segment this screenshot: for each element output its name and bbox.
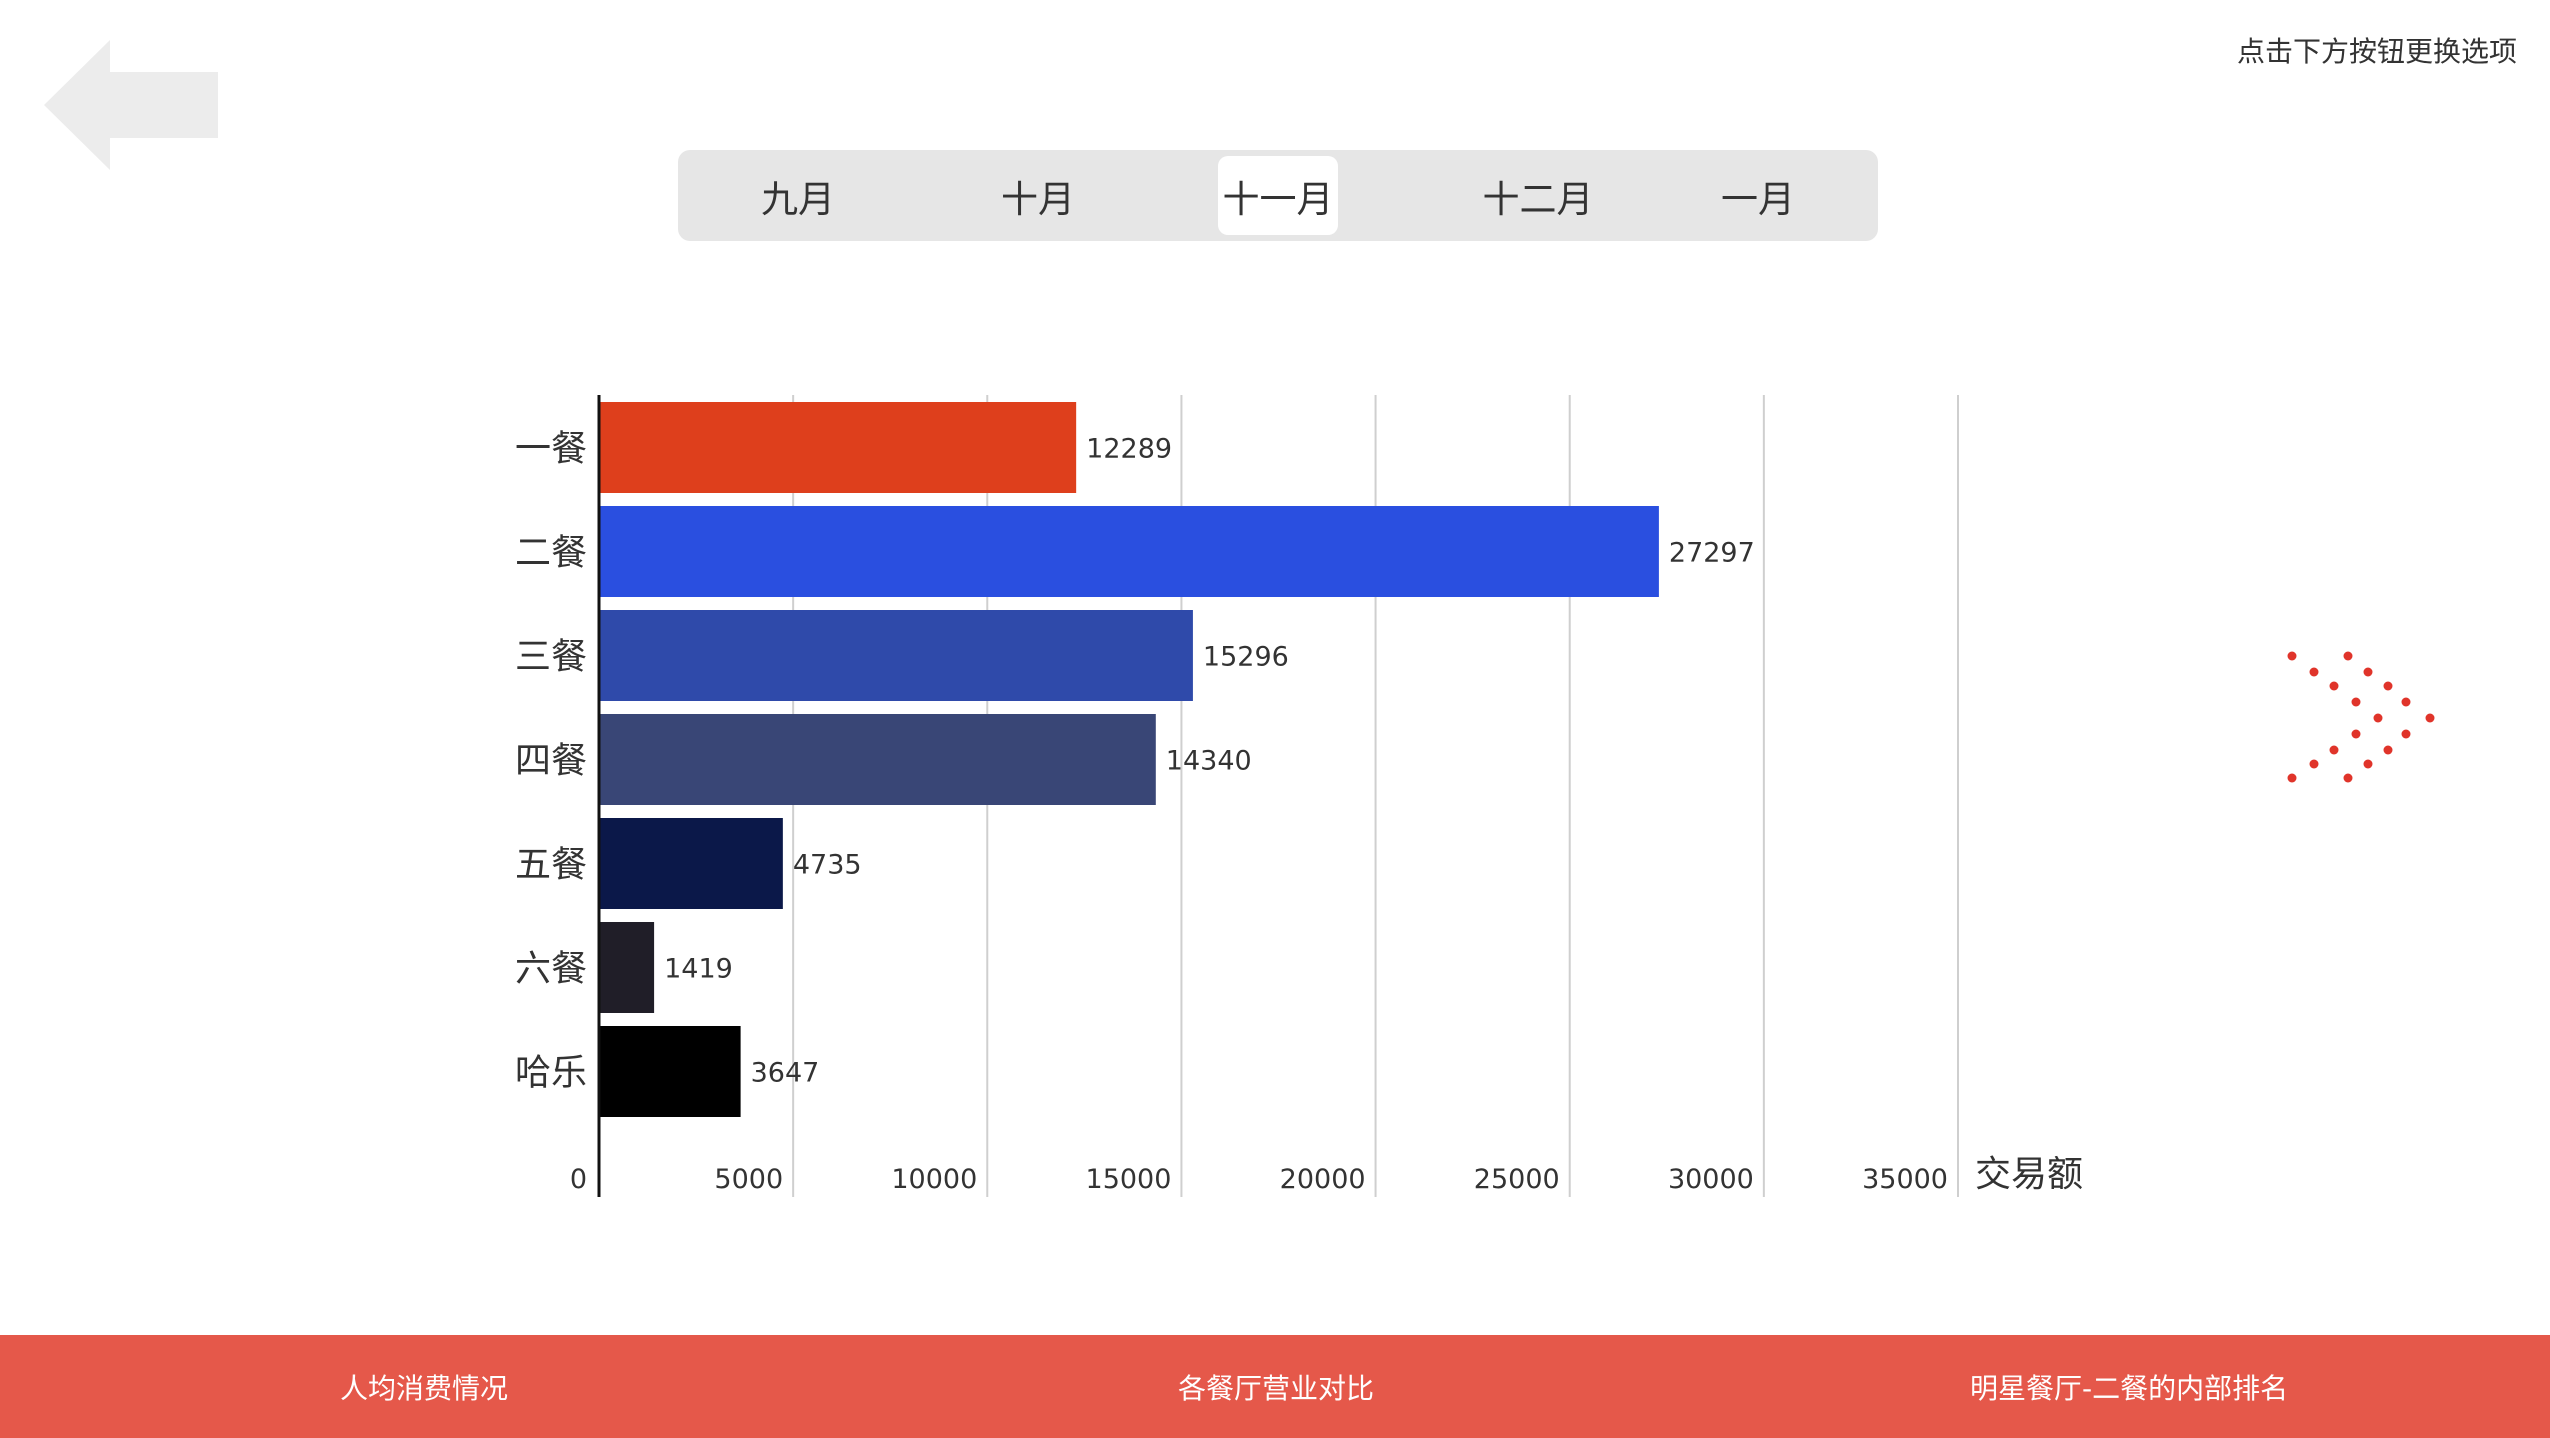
nav-per-capita-consumption[interactable]: 人均消费情况	[340, 1371, 509, 1405]
bar	[599, 714, 1156, 805]
x-tick-label: 5000	[714, 1164, 783, 1195]
x-tick-label: 0	[570, 1164, 587, 1195]
tab-november[interactable]: 十一月	[1218, 156, 1338, 235]
data-label: 4735	[793, 850, 862, 881]
category-label: 四餐	[515, 741, 587, 782]
tab-september[interactable]: 九月	[761, 177, 835, 221]
x-tick-label: 10000	[891, 1164, 977, 1195]
x-tick-label: 35000	[1862, 1164, 1948, 1195]
bar	[599, 818, 783, 909]
footer-nav: 人均消费情况 各餐厅营业对比 明星餐厅-二餐的内部排名	[0, 1335, 2550, 1438]
tab-january[interactable]: 一月	[1721, 177, 1795, 221]
hint-text: 点击下方按钮更换选项	[2236, 35, 2517, 68]
bar-chart: 0 5000 10000 15000 20000 25000 30000 35000 一餐 122…	[515, 395, 2083, 1197]
x-tick-label: 20000	[1280, 1164, 1366, 1195]
data-label: 14340	[1166, 746, 1252, 777]
x-axis-title: 交易额	[1975, 1154, 2083, 1195]
data-label: 3647	[751, 1058, 820, 1089]
tab-december[interactable]: 十二月	[1482, 177, 1594, 221]
dotted-chevron-right-icon[interactable]	[2280, 648, 2440, 788]
x-tick-label: 30000	[1668, 1164, 1754, 1195]
data-label: 1419	[664, 954, 733, 985]
category-label: 六餐	[515, 949, 587, 990]
bar	[599, 1026, 741, 1117]
x-tick-label: 15000	[1086, 1164, 1172, 1195]
bar	[599, 402, 1077, 493]
category-label: 三餐	[515, 637, 587, 678]
data-label: 12289	[1086, 434, 1172, 465]
data-label: 27297	[1669, 538, 1755, 569]
x-tick-label: 25000	[1474, 1164, 1560, 1195]
category-label: 一餐	[515, 429, 587, 470]
data-label: 15296	[1203, 642, 1289, 673]
month-selector: 九月 十月 十一月 十二月 一月	[678, 150, 1878, 241]
bar	[599, 922, 655, 1013]
category-label: 哈乐	[515, 1053, 587, 1094]
bar	[599, 610, 1193, 701]
category-label: 二餐	[515, 533, 587, 574]
back-arrow-icon[interactable]	[44, 40, 218, 170]
tab-october[interactable]: 十月	[1001, 177, 1075, 221]
bar	[599, 506, 1659, 597]
category-label: 五餐	[515, 845, 587, 886]
nav-star-restaurant-ranking[interactable]: 明星餐厅-二餐的内部排名	[1970, 1371, 2289, 1405]
nav-restaurant-comparison[interactable]: 各餐厅营业对比	[1178, 1371, 1375, 1405]
